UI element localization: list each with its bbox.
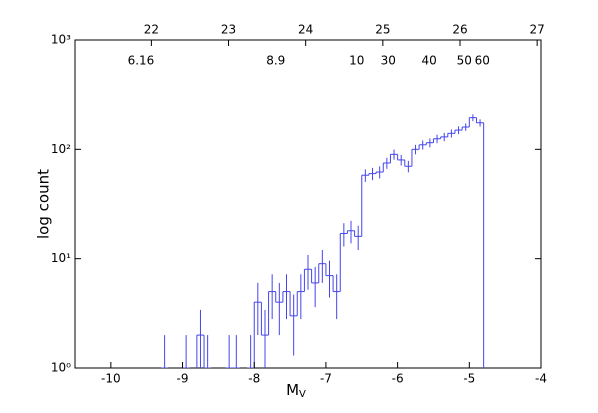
x-tick-label: -10 xyxy=(101,372,121,386)
annotation: 30 xyxy=(381,54,396,68)
annotation: 10 xyxy=(349,54,364,68)
plot-area xyxy=(161,114,485,368)
x-tick-label: -4 xyxy=(535,372,547,386)
x2-tick-label: 24 xyxy=(298,23,313,37)
y-tick-label: 10⁰ xyxy=(51,361,71,375)
x-axis-label: MV xyxy=(286,381,306,401)
x2-tick-label: 26 xyxy=(452,23,467,37)
x2-tick-label: 25 xyxy=(375,23,390,37)
annotation: 8.9 xyxy=(266,54,285,68)
x-tick-label: -7 xyxy=(320,372,332,386)
x-tick-label: -5 xyxy=(463,372,475,386)
annotation: 40 xyxy=(422,54,437,68)
y-axis-label: log count xyxy=(35,169,53,239)
annotation: 6.16 xyxy=(128,54,155,68)
x-tick-label: -9 xyxy=(177,372,189,386)
x2-tick-label: 23 xyxy=(221,23,236,37)
x-axis-label-sub: V xyxy=(299,389,306,400)
annotation: 50 xyxy=(457,54,472,68)
x-axis-label-main: M xyxy=(286,381,299,399)
plot-frame xyxy=(74,39,542,369)
y-tick-label: 10² xyxy=(51,142,71,156)
x2-tick-label: 22 xyxy=(144,23,159,37)
x-tick-label: -8 xyxy=(248,372,260,386)
x2-tick-label: 27 xyxy=(530,23,545,37)
x-tick-label: -6 xyxy=(392,372,404,386)
y-tick-label: 10³ xyxy=(51,33,71,47)
annotation: 60 xyxy=(475,54,490,68)
y-tick-label: 10¹ xyxy=(51,251,71,265)
